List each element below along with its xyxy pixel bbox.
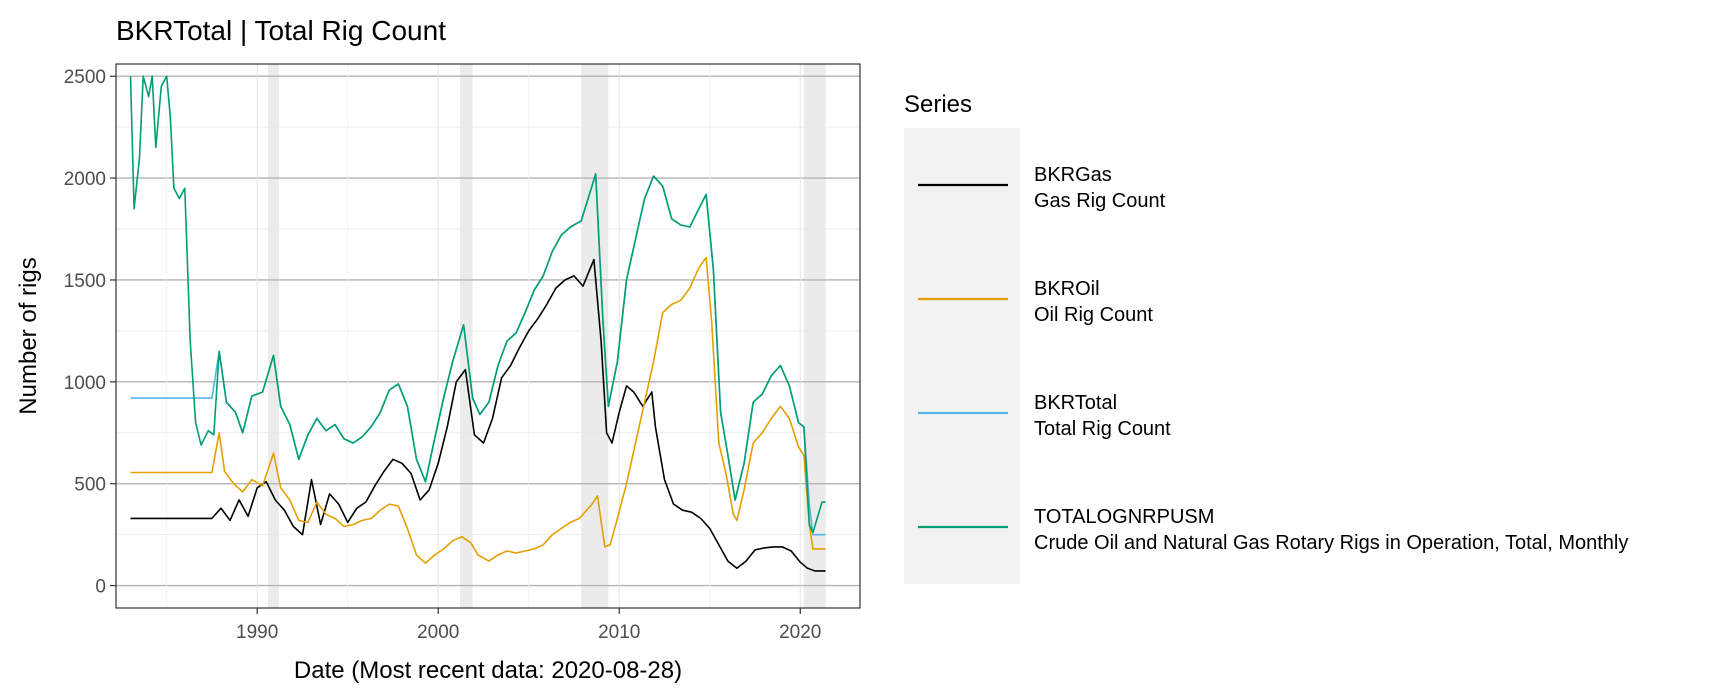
legend-entry-name: BKROil: [1034, 278, 1100, 300]
x-tick-label: 2020: [779, 622, 821, 643]
recession-band: [803, 64, 826, 608]
legend-title: Series: [904, 91, 972, 118]
y-axis: 0 500 1000 1500 2000 2500: [64, 67, 116, 598]
series-line-bkrgas: [130, 258, 826, 572]
y-tick-label: 1000: [64, 373, 106, 394]
x-axis-label: Date (Most recent data: 2020-08-28): [294, 657, 682, 684]
legend-entries: BKRGas Gas Rig Count BKROil Oil Rig Count BK…: [918, 164, 1628, 554]
x-tick-label: 2000: [417, 622, 459, 643]
plot-border: [115, 63, 861, 609]
legend: Series BKRGas Gas Rig Count BKROil Oil Rig …: [904, 91, 1628, 584]
chart-title: BKRTotal | Total Rig Count: [116, 15, 446, 46]
series-lines: [129, 75, 826, 572]
x-tick-label: 1990: [236, 622, 278, 643]
grid-lines: [116, 64, 860, 608]
plot-area: [115, 63, 861, 609]
recession-band: [459, 64, 473, 608]
y-tick-label: 2500: [64, 67, 106, 88]
legend-entry-name: BKRGas: [1034, 164, 1112, 186]
x-tick-label: 2010: [598, 622, 640, 643]
x-axis: 1990 2000 2010 2020: [236, 608, 821, 643]
y-tick-label: 0: [95, 577, 106, 598]
legend-entry-name: BKRTotal: [1034, 392, 1117, 414]
series-line-totalognrpusm: [129, 75, 826, 534]
y-tick-label: 2000: [64, 169, 106, 190]
legend-entry-name: TOTALOGNRPUSM: [1034, 506, 1214, 528]
y-axis-label: Number of rigs: [15, 257, 42, 414]
legend-entry-description: Crude Oil and Natural Gas Rotary Rigs in…: [1034, 532, 1628, 554]
legend-entry-description: Gas Rig Count: [1034, 190, 1166, 212]
recession-band: [268, 64, 279, 608]
series-line-bkroil: [130, 256, 826, 564]
legend-entry-description: Oil Rig Count: [1034, 304, 1153, 326]
legend-entry-description: Total Rig Count: [1034, 418, 1171, 440]
y-tick-label: 1500: [64, 271, 106, 292]
legend-key-background: [904, 128, 1020, 584]
plot-background: [116, 64, 860, 608]
y-tick-label: 500: [74, 475, 106, 496]
